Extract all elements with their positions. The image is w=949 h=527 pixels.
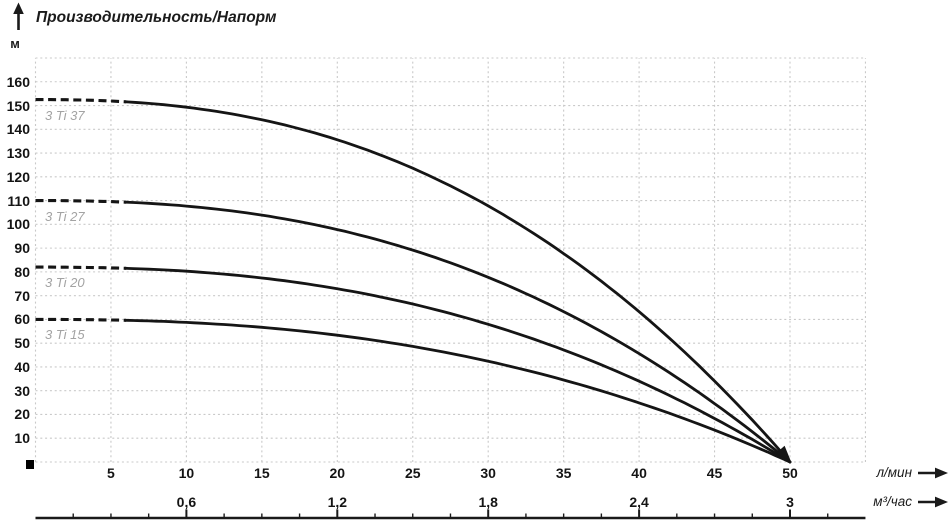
x-tick-30: 30 — [480, 465, 496, 481]
x2-tick-2-4: 2,4 — [629, 494, 649, 510]
x-tick-45: 45 — [706, 465, 723, 481]
y-tick-40: 40 — [14, 358, 30, 375]
y-tick-160: 160 — [6, 73, 30, 90]
x2-tick-1-8: 1,8 — [478, 494, 498, 510]
y-tick-120: 120 — [6, 168, 30, 185]
x-tick-10: 10 — [178, 465, 195, 481]
x2-tick-1-2: 1,2 — [327, 494, 348, 510]
y-tick-130: 130 — [6, 145, 30, 162]
y-tick-50: 50 — [14, 335, 30, 352]
x-tick-20: 20 — [329, 465, 346, 481]
y-tick-90: 90 — [14, 240, 30, 257]
chart-title: Производительность/Напорм — [36, 9, 277, 26]
y-tick-110: 110 — [7, 192, 30, 209]
x-tick-25: 25 — [404, 465, 421, 481]
y-axis-arrow-icon — [13, 2, 24, 30]
y-tick-140: 140 — [6, 121, 30, 138]
curve-dashed-3-ti-15 — [35, 317, 127, 322]
curve-dashed-3-ti-27 — [35, 199, 127, 204]
series-label-3-ti-27: 3 Ti 27 — [45, 208, 85, 224]
y-tick-70: 70 — [14, 287, 30, 304]
y-tick-150: 150 — [6, 97, 30, 114]
x2-tick-3: 3 — [786, 494, 794, 510]
y-axis-unit: м — [10, 36, 20, 51]
curve-3-ti-27 — [124, 200, 792, 464]
series-label-3-ti-15: 3 Ti 15 — [45, 327, 85, 343]
y-tick-80: 80 — [14, 263, 30, 280]
x-axis-primary-unit: л/мин — [876, 465, 912, 480]
y-tick-30: 30 — [14, 382, 30, 399]
y-tick-100: 100 — [6, 216, 30, 233]
origin-marker — [26, 460, 34, 469]
y-tick-20: 20 — [14, 406, 30, 423]
series-label-3-ti-20: 3 Ti 20 — [45, 275, 85, 291]
y-tick-10: 10 — [14, 430, 30, 447]
x-tick-5: 5 — [107, 465, 115, 481]
curve-3-ti-37 — [124, 100, 792, 464]
curve-3-ti-20 — [124, 266, 792, 464]
curves-arrowhead-icon — [776, 445, 791, 462]
y-tick-60: 60 — [14, 311, 30, 328]
x-axis-secondary-arrow-icon — [918, 496, 948, 508]
x-tick-50: 50 — [782, 465, 798, 481]
grid-lines — [34, 57, 867, 463]
x-tick-40: 40 — [631, 465, 647, 481]
x-tick-35: 35 — [555, 465, 572, 481]
series-label-3-ti-37: 3 Ti 37 — [45, 107, 85, 123]
curve-3-ti-15 — [124, 318, 792, 464]
curve-dashed-3-ti-20 — [35, 265, 127, 270]
x-tick-15: 15 — [254, 465, 270, 481]
x-axis-secondary-unit: м³/час — [873, 494, 912, 509]
curve-dashed-3-ti-37 — [35, 98, 127, 104]
secondary-axis — [35, 509, 866, 520]
x-axis-primary-arrow-icon — [918, 467, 948, 479]
pump-curves — [35, 98, 792, 464]
x2-tick-0-6: 0,6 — [176, 494, 197, 510]
